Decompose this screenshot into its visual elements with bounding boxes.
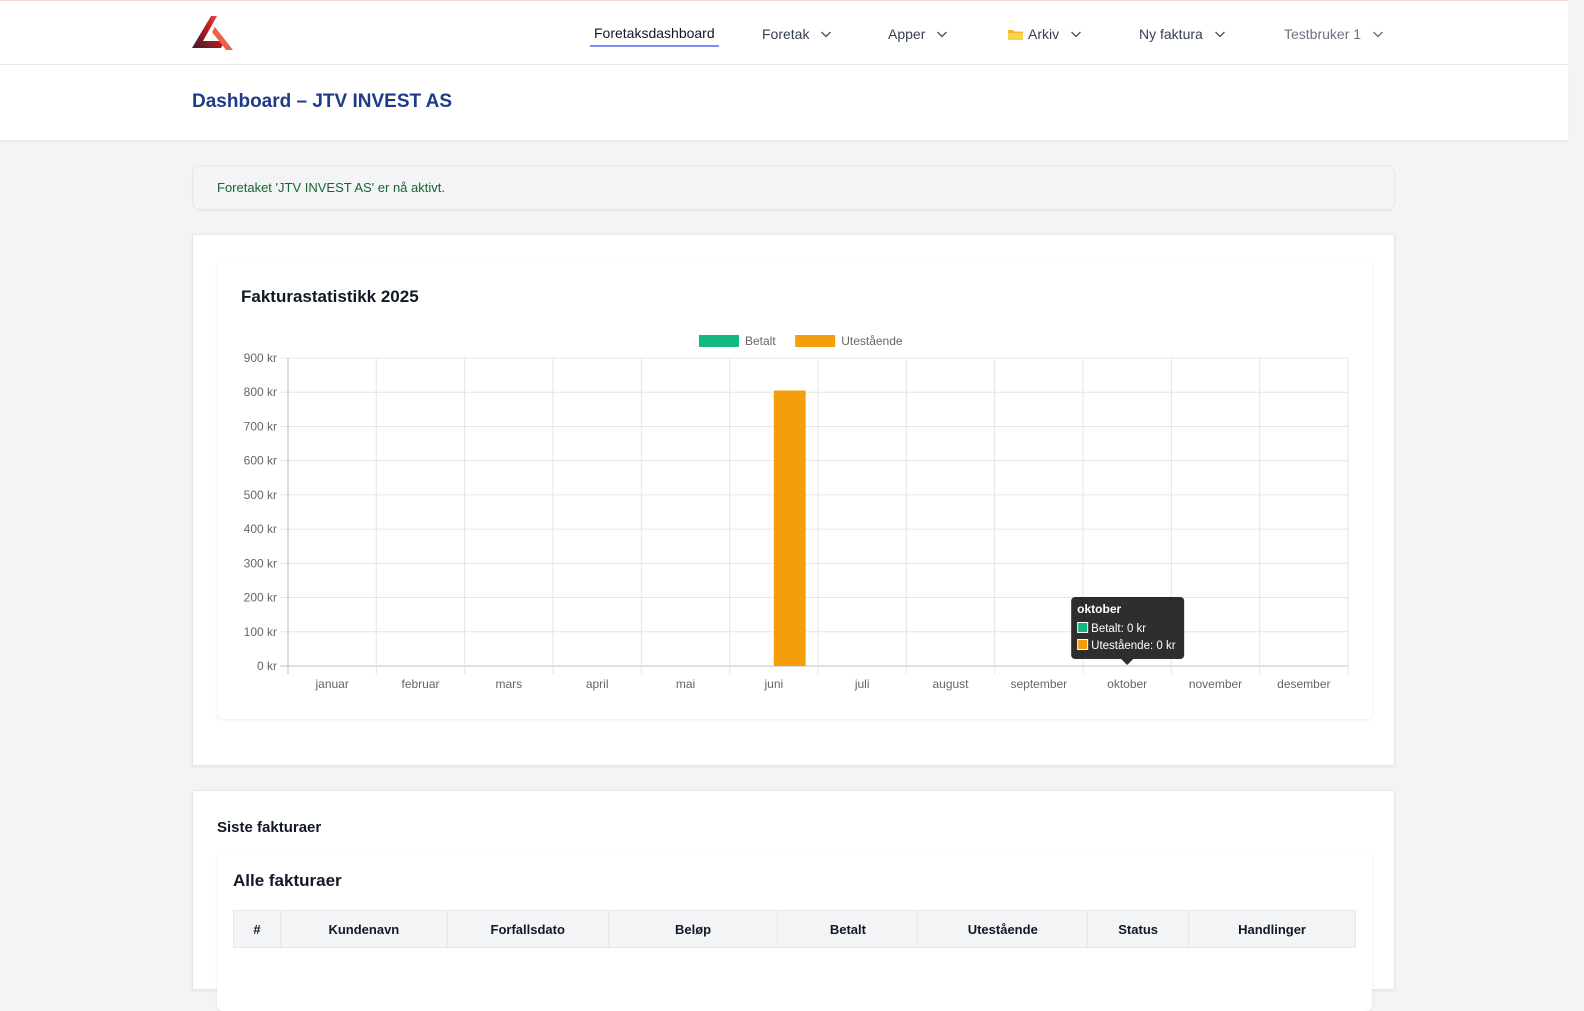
- success-alert: Foretaket 'JTV INVEST AS' er nå aktivt.: [192, 165, 1395, 210]
- col-header-amount[interactable]: Beløp: [607, 910, 779, 948]
- folder-icon: [1008, 30, 1023, 40]
- table-header-row: # Kundenavn Forfallsdato Beløp Betalt Ut…: [233, 910, 1356, 948]
- y-tick-label: 0 kr: [257, 659, 277, 673]
- x-tick-label: oktober: [1107, 677, 1147, 691]
- col-header-paid[interactable]: Betalt: [777, 910, 919, 948]
- x-tick-label: juni: [763, 677, 783, 691]
- x-tick-label: juli: [854, 677, 870, 691]
- x-tick-label: februar: [401, 677, 439, 691]
- tooltip-swatch: [1078, 623, 1088, 632]
- nav-ny-faktura-label: Ny faktura: [1139, 26, 1203, 42]
- nav-ny-faktura-dropdown[interactable]: Ny faktura: [1139, 23, 1226, 45]
- tooltip-caret: [1121, 659, 1134, 665]
- invoices-table: # Kundenavn Forfallsdato Beløp Betalt Ut…: [233, 910, 1356, 948]
- x-tick-label: april: [586, 677, 609, 691]
- nav-apper-dropdown[interactable]: Apper: [888, 23, 948, 45]
- x-tick-label: mai: [676, 677, 695, 691]
- app-logo-icon[interactable]: [191, 15, 235, 53]
- recent-invoices-title: Siste fakturaer: [217, 819, 322, 836]
- legend-swatch: [795, 335, 836, 347]
- chevron-down-icon: [821, 31, 832, 38]
- col-header-status[interactable]: Status: [1087, 910, 1190, 948]
- legend-label: Betalt: [745, 334, 776, 348]
- user-menu-label: Testbruker 1: [1284, 26, 1362, 42]
- nav-arkiv-dropdown[interactable]: Arkiv: [1008, 23, 1082, 45]
- col-header-outstanding[interactable]: Utestående: [917, 910, 1089, 948]
- nav-foretaksdashboard-label: Foretaksdashboard: [594, 25, 715, 41]
- x-tick-label: desember: [1277, 677, 1330, 691]
- col-header-due-date[interactable]: Forfallsdato: [446, 910, 609, 948]
- all-invoices-title: Alle fakturaer: [233, 871, 342, 890]
- y-tick-label: 500 kr: [244, 488, 277, 502]
- chevron-down-icon: [1214, 31, 1225, 38]
- chart-card-inner: Fakturastatistikk 2025 0 kr 100 kr 200 kr 3…: [217, 259, 1372, 719]
- legend-label: Utestående: [841, 334, 903, 348]
- chart-title: Fakturastatistikk 2025: [241, 287, 419, 306]
- legend-swatch: [699, 335, 739, 347]
- chevron-down-icon: [1373, 31, 1384, 38]
- x-tick-label: september: [1010, 677, 1067, 691]
- nav-foretak-label: Foretak: [762, 26, 810, 42]
- x-tick-label: januar: [314, 677, 348, 691]
- invoice-bar-chart[interactable]: 0 kr 100 kr 200 kr 300 kr 400 kr 500 kr 600 kr…: [217, 259, 1372, 719]
- tooltip-line: Betalt: 0 kr: [1091, 623, 1146, 635]
- col-header-actions[interactable]: Handlinger: [1188, 910, 1356, 948]
- y-tick-label: 100 kr: [244, 625, 277, 639]
- bar-utestående-juni: [773, 390, 806, 666]
- tooltip-line: Utestående: 0 kr: [1091, 640, 1176, 652]
- y-tick-label: 400 kr: [244, 522, 277, 536]
- x-tick-label: august: [932, 677, 969, 691]
- nav-apper-label: Apper: [888, 26, 926, 42]
- y-tick-label: 600 kr: [244, 454, 277, 468]
- chevron-down-icon: [1071, 31, 1082, 38]
- tooltip-swatch: [1078, 640, 1088, 649]
- col-header-customer[interactable]: Kundenavn: [279, 910, 448, 948]
- y-tick-label: 800 kr: [244, 385, 277, 399]
- user-menu-dropdown[interactable]: Testbruker 1: [1284, 23, 1384, 45]
- y-tick-label: 300 kr: [244, 556, 277, 570]
- chevron-down-icon: [937, 31, 948, 38]
- x-tick-label: november: [1189, 677, 1242, 691]
- x-tick-label: mars: [495, 677, 522, 691]
- nav-foretak-dropdown[interactable]: Foretak: [762, 23, 832, 45]
- recent-invoices-card: Siste fakturaer Alle fakturaer # Kundena…: [192, 790, 1395, 1011]
- y-tick-label: 900 kr: [244, 351, 277, 365]
- page-header: Dashboard – JTV INVEST AS: [0, 65, 1568, 141]
- y-tick-label: 200 kr: [244, 591, 277, 605]
- tooltip-box: [1071, 597, 1185, 659]
- page-title: Dashboard – JTV INVEST AS: [192, 91, 453, 112]
- all-invoices-panel: Alle fakturaer # Kundenavn Forfallsdato …: [217, 851, 1372, 1011]
- tooltip-title: oktober: [1077, 602, 1121, 616]
- y-tick-label: 700 kr: [244, 419, 277, 433]
- col-header-number[interactable]: #: [233, 910, 281, 948]
- chart-card: Fakturastatistikk 2025 0 kr 100 kr 200 kr 3…: [192, 234, 1395, 766]
- nav-foretaksdashboard[interactable]: Foretaksdashboard: [590, 23, 719, 47]
- alert-message: Foretaket 'JTV INVEST AS' er nå aktivt.: [217, 180, 445, 195]
- nav-arkiv-label: Arkiv: [1028, 26, 1060, 42]
- top-navbar: Foretaksdashboard Foretak Apper Arkiv Ny…: [0, 0, 1568, 65]
